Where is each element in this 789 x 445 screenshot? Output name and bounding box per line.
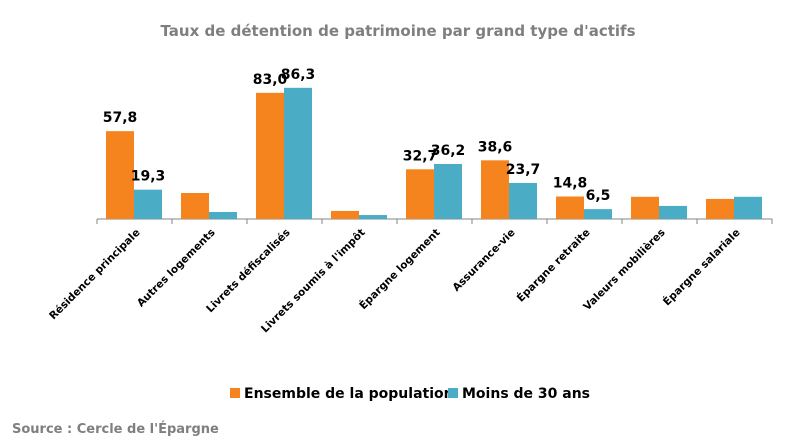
bar: [106, 131, 134, 219]
legend-label: Moins de 30 ans: [462, 386, 590, 402]
bar: [481, 160, 509, 219]
data-label: 19,3: [131, 169, 166, 185]
data-label: 32,7: [403, 148, 438, 164]
data-label: 83,0: [253, 72, 288, 88]
bar: [509, 182, 537, 219]
category-label: Autres logements: [135, 227, 218, 310]
bar: [359, 215, 387, 219]
bar: [631, 196, 659, 219]
legend-label: Ensemble de la population: [244, 386, 454, 402]
data-label: 14,8: [553, 176, 588, 192]
data-label: 57,8: [103, 110, 138, 126]
legend-swatch: [448, 388, 458, 398]
bar: [284, 87, 312, 219]
category-label: Assurance-vie: [450, 227, 517, 294]
source-note: Source : Cercle de l'Épargne: [12, 421, 219, 437]
category-label: Épargne salariale: [660, 226, 742, 308]
bar: [556, 196, 584, 219]
bar: [584, 209, 612, 219]
category-label: Épargne logement: [357, 226, 443, 312]
category-label: Résidence principale: [47, 227, 143, 323]
bar: [181, 193, 209, 219]
bar: [134, 189, 162, 219]
data-label: 23,7: [506, 162, 541, 178]
bar: [659, 205, 687, 219]
chart-title: Taux de détention de patrimoine par gran…: [161, 22, 636, 40]
category-label: Valeurs mobilières: [581, 227, 667, 313]
bar: [706, 198, 734, 219]
bar: [331, 210, 359, 219]
legend-swatch: [230, 388, 240, 398]
data-label: 86,3: [281, 67, 316, 83]
data-label: 38,6: [478, 139, 513, 155]
legend: Ensemble de la population Moins de 30 ans: [230, 386, 590, 402]
data-label: 36,2: [431, 143, 466, 159]
category-label: Livrets défiscalisés: [204, 227, 293, 316]
bar: [406, 169, 434, 219]
data-label: 6,5: [586, 188, 611, 204]
category-label: Épargne retraite: [514, 226, 593, 305]
bar: [256, 92, 284, 219]
bar: [734, 196, 762, 219]
bar: [434, 163, 462, 219]
bar: [209, 212, 237, 219]
